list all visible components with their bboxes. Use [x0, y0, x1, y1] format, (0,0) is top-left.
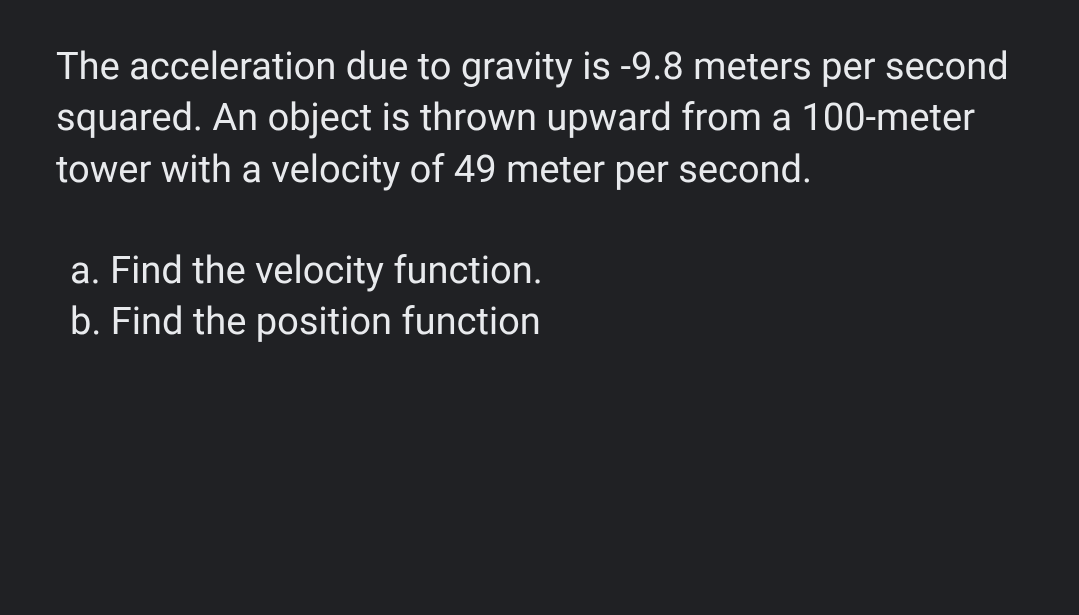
- question-part-a: a. Find the velocity function.: [70, 246, 1023, 297]
- problem-statement: The acceleration due to gravity is -9.8 …: [56, 42, 1023, 196]
- question-list: a. Find the velocity function. b. Find t…: [56, 246, 1023, 349]
- question-part-b: b. Find the position function: [70, 297, 1023, 348]
